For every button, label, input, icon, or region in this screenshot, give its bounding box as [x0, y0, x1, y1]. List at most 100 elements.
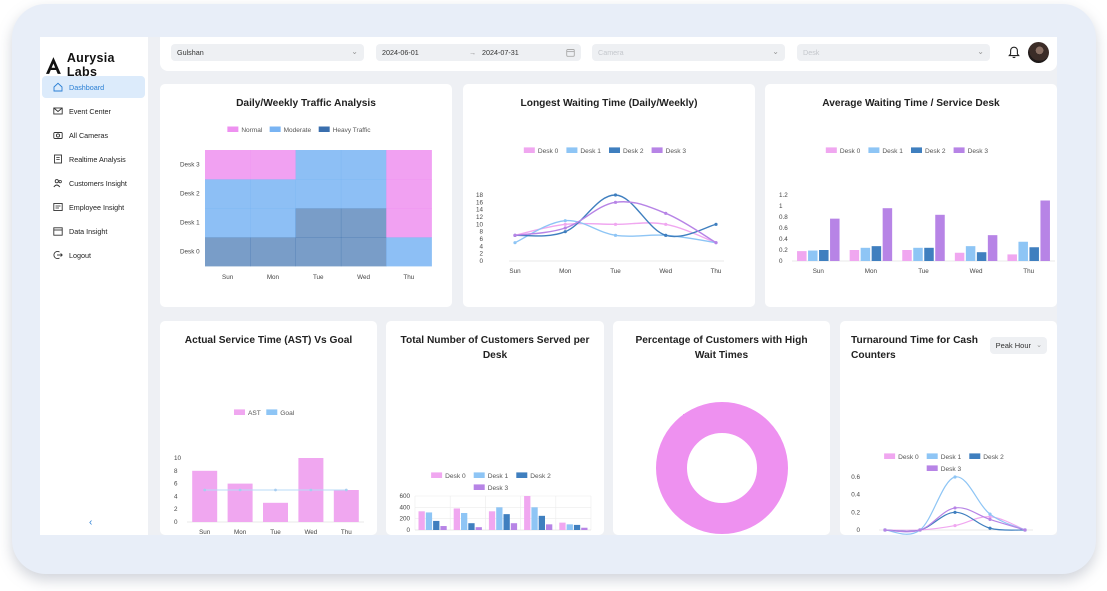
- y-tick-label: 8: [479, 229, 483, 236]
- mail-icon: [53, 107, 63, 115]
- y-tick-label: 1.2: [779, 192, 788, 199]
- y-tick-label: 0.2: [779, 247, 788, 254]
- sidebar-item-dashboard[interactable]: Dashboard: [42, 76, 145, 98]
- y-tick-label: 0.4: [779, 236, 788, 243]
- collapse-sidebar-button[interactable]: ‹: [89, 517, 93, 528]
- home-icon: [53, 82, 63, 92]
- sidebar-item-logout[interactable]: Logout: [42, 244, 145, 266]
- high-wait-percentage-card: Percentage of Customers with High Wait T…: [613, 321, 830, 535]
- data-point-desk-3-mon: [918, 528, 922, 532]
- heatmap-cell-desk-0-mon: [250, 237, 296, 267]
- y-tick-label: 200: [399, 516, 410, 523]
- legend-label-goal: Goal: [280, 410, 294, 417]
- sidebar-item-employee-insight[interactable]: Employee Insight: [42, 196, 145, 218]
- peak-hour-select[interactable]: Peak Hour ⌄: [989, 337, 1047, 354]
- sidebar-item-customers-insight[interactable]: Customers Insight: [42, 172, 145, 194]
- turnaround-card-title-line1: Turnaround Time for Cash: [851, 335, 978, 346]
- y-tick-label: 1: [779, 203, 783, 210]
- bar-desk-1-sun: [808, 250, 818, 261]
- camera-select[interactable]: Camera ⌄: [592, 44, 785, 61]
- percentage-card-title-line1: Percentage of Customers with High: [635, 335, 808, 346]
- traffic-heatmap: Normal Moderate Heavy Traffic Desk 0 Desk 1 D…: [180, 126, 432, 281]
- legend-label-desk-0: Desk 0: [840, 148, 861, 155]
- bar-desk-3-thu: [581, 527, 588, 530]
- legend-swatch-desk-2: [911, 147, 922, 153]
- bar-desk-3-tue: [935, 214, 945, 261]
- heatmap-cell-desk-1-tue: [295, 208, 342, 238]
- heatmap-cell-desk-1-mon: [250, 208, 296, 238]
- data-point-desk-3-sun: [513, 233, 517, 237]
- sidebar-item-label: Event Center: [69, 106, 111, 116]
- bar-desk-0-thu: [1007, 254, 1017, 261]
- data-point-desk-1-mon: [563, 219, 567, 223]
- bar-desk-2-tue: [924, 247, 934, 261]
- data-point-desk-2-thu: [714, 222, 718, 226]
- data-point-desk-1-tue: [953, 475, 957, 479]
- x-tick-label: Tue: [313, 274, 324, 281]
- sidebar-item-label: Dashboard: [69, 82, 105, 92]
- bar-desk-1-thu: [1018, 241, 1028, 261]
- legend-label-desk-0: Desk 0: [538, 148, 559, 155]
- data-point-desk-2-wed: [988, 526, 992, 530]
- legend-label-desk-0: Desk 0: [898, 454, 919, 461]
- data-point-desk-3-tue: [953, 506, 957, 510]
- y-tick-label: Desk 1: [180, 220, 200, 227]
- heatmap-cell-desk-2-thu: [386, 179, 432, 209]
- data-point-desk-2-mon: [563, 230, 567, 234]
- legend-label-heavy-traffic: Heavy Traffic: [333, 127, 372, 134]
- date-range-picker[interactable]: 2024-06-01 → 2024-07-31: [376, 44, 581, 61]
- turnaround-card: Turnaround Time for Cash Counters Peak H…: [840, 321, 1057, 535]
- average-waiting-card: Average Waiting Time / Service Desk 0 0.2…: [765, 84, 1057, 307]
- x-tick-label: Mon: [267, 274, 280, 281]
- legend-label-desk-2: Desk 2: [623, 148, 644, 155]
- heatmap-cell-desk-2-tue: [295, 179, 342, 209]
- x-tick-label: Sun: [199, 529, 211, 535]
- traffic-analysis-card: Daily/Weekly Traffic Analysis Normal Mode…: [160, 84, 452, 307]
- legend-swatch-desk-2: [609, 147, 620, 153]
- data-point-desk-3-thu: [714, 241, 718, 245]
- camera-icon: [53, 132, 63, 139]
- legend-label-desk-2: Desk 2: [983, 454, 1004, 461]
- sidebar-item-data-insight[interactable]: Data Insight: [42, 220, 145, 242]
- sidebar-item-all-cameras[interactable]: All Cameras: [42, 124, 145, 146]
- bar-desk-3-sun: [440, 526, 447, 530]
- sidebar-item-realtime-analysis[interactable]: Realtime Analysis: [42, 148, 145, 170]
- user-avatar[interactable]: [1028, 42, 1049, 63]
- sidebar-item-label: All Cameras: [69, 130, 109, 140]
- notification-bell-icon[interactable]: [1008, 46, 1020, 59]
- customers-served-card: Total Number of Customers Served per Des…: [386, 321, 604, 535]
- bar-ast-tue: [263, 502, 288, 522]
- y-tick-label: 12: [476, 214, 484, 221]
- bar-desk-0-mon: [453, 508, 460, 530]
- average-waiting-chart: 0 0.2 0.4 0.6 0.8 1 1.2 Sun Mon Tue Wed Thu Desk 0 De…: [779, 147, 1055, 275]
- bar-desk-2-thu: [573, 524, 581, 530]
- bar-desk-0-wed: [954, 252, 965, 261]
- data-point-desk-0-tue: [613, 222, 618, 226]
- bar-desk-1-mon: [860, 247, 871, 261]
- data-point-desk-2-wed: [664, 233, 668, 237]
- bar-desk-3-wed: [987, 235, 998, 261]
- y-tick-label: 6: [174, 481, 178, 488]
- branch-select-value: Gulshan: [177, 48, 204, 57]
- goal-point-thu: [344, 488, 348, 492]
- y-tick-label: 16: [476, 199, 484, 206]
- legend-label-desk-1: Desk 1: [580, 148, 601, 155]
- chevron-down-icon: ⌄: [772, 47, 779, 56]
- legend-label-desk-1: Desk 1: [882, 148, 903, 155]
- bar-desk-2-sun: [819, 250, 829, 261]
- branch-select[interactable]: Gulshan ⌄: [171, 44, 364, 61]
- legend-swatch-desk-3: [953, 147, 965, 153]
- brand-logo[interactable]: Aurysia Labs: [46, 51, 148, 79]
- legend-swatch-desk-2: [969, 453, 981, 459]
- bar-desk-2-thu: [1029, 247, 1039, 261]
- sidebar-item-event-center[interactable]: Event Center: [42, 100, 145, 122]
- x-tick-label: Mon: [234, 529, 247, 535]
- legend-swatch-normal: [227, 126, 239, 132]
- desk-select[interactable]: Desk ⌄: [797, 44, 990, 61]
- x-tick-label: Wed: [659, 268, 672, 275]
- legend-label-desk-1: Desk 1: [941, 454, 962, 461]
- turnaround-card-title-line2: Counters: [851, 350, 896, 361]
- chevron-down-icon: ⌄: [351, 47, 358, 56]
- x-tick-label: Thu: [1023, 268, 1034, 275]
